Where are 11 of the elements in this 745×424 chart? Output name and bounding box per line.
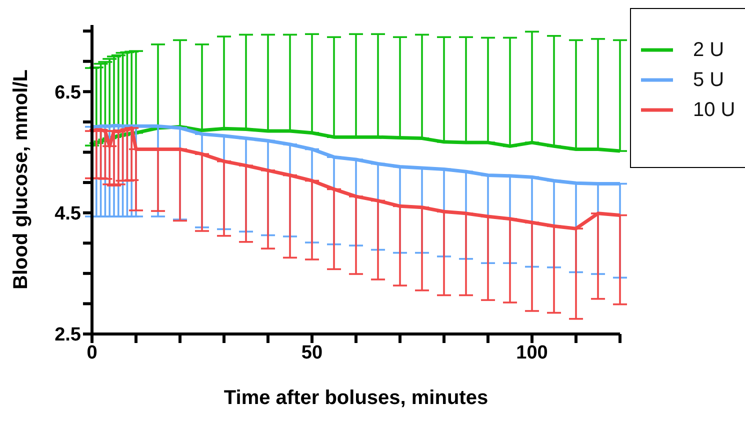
x-tick-label: 0 [86,342,98,364]
y-tick-label: 6.5 [54,82,82,104]
y-tick-label: 4.5 [54,204,82,225]
x-axis-title: Time after boluses, minutes [224,387,488,409]
legend-label: 2 U [693,38,724,63]
legend-label: 5 U [693,68,724,93]
y-tick-label: 2.5 [54,324,82,346]
legend-label: 10 U [693,98,736,123]
x-tick-label: 100 [516,342,548,364]
y-axis-title: Blood glucose, mmol/L [10,69,32,290]
x-tick-label: 50 [301,342,323,364]
